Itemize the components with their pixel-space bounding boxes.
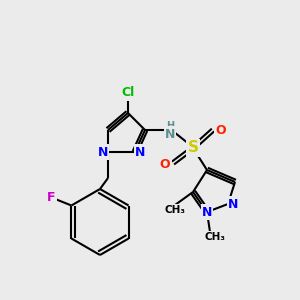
Text: N: N [228, 197, 238, 211]
Text: N: N [165, 128, 175, 140]
Text: N: N [202, 206, 212, 218]
Text: H: H [166, 121, 174, 131]
Text: CH₃: CH₃ [164, 205, 185, 215]
Text: Cl: Cl [122, 86, 135, 100]
Text: F: F [47, 191, 56, 204]
Text: O: O [216, 124, 226, 136]
Text: O: O [160, 158, 170, 172]
Text: N: N [135, 146, 146, 158]
Text: N: N [98, 146, 108, 158]
Text: S: S [188, 140, 199, 155]
Text: CH₃: CH₃ [205, 232, 226, 242]
